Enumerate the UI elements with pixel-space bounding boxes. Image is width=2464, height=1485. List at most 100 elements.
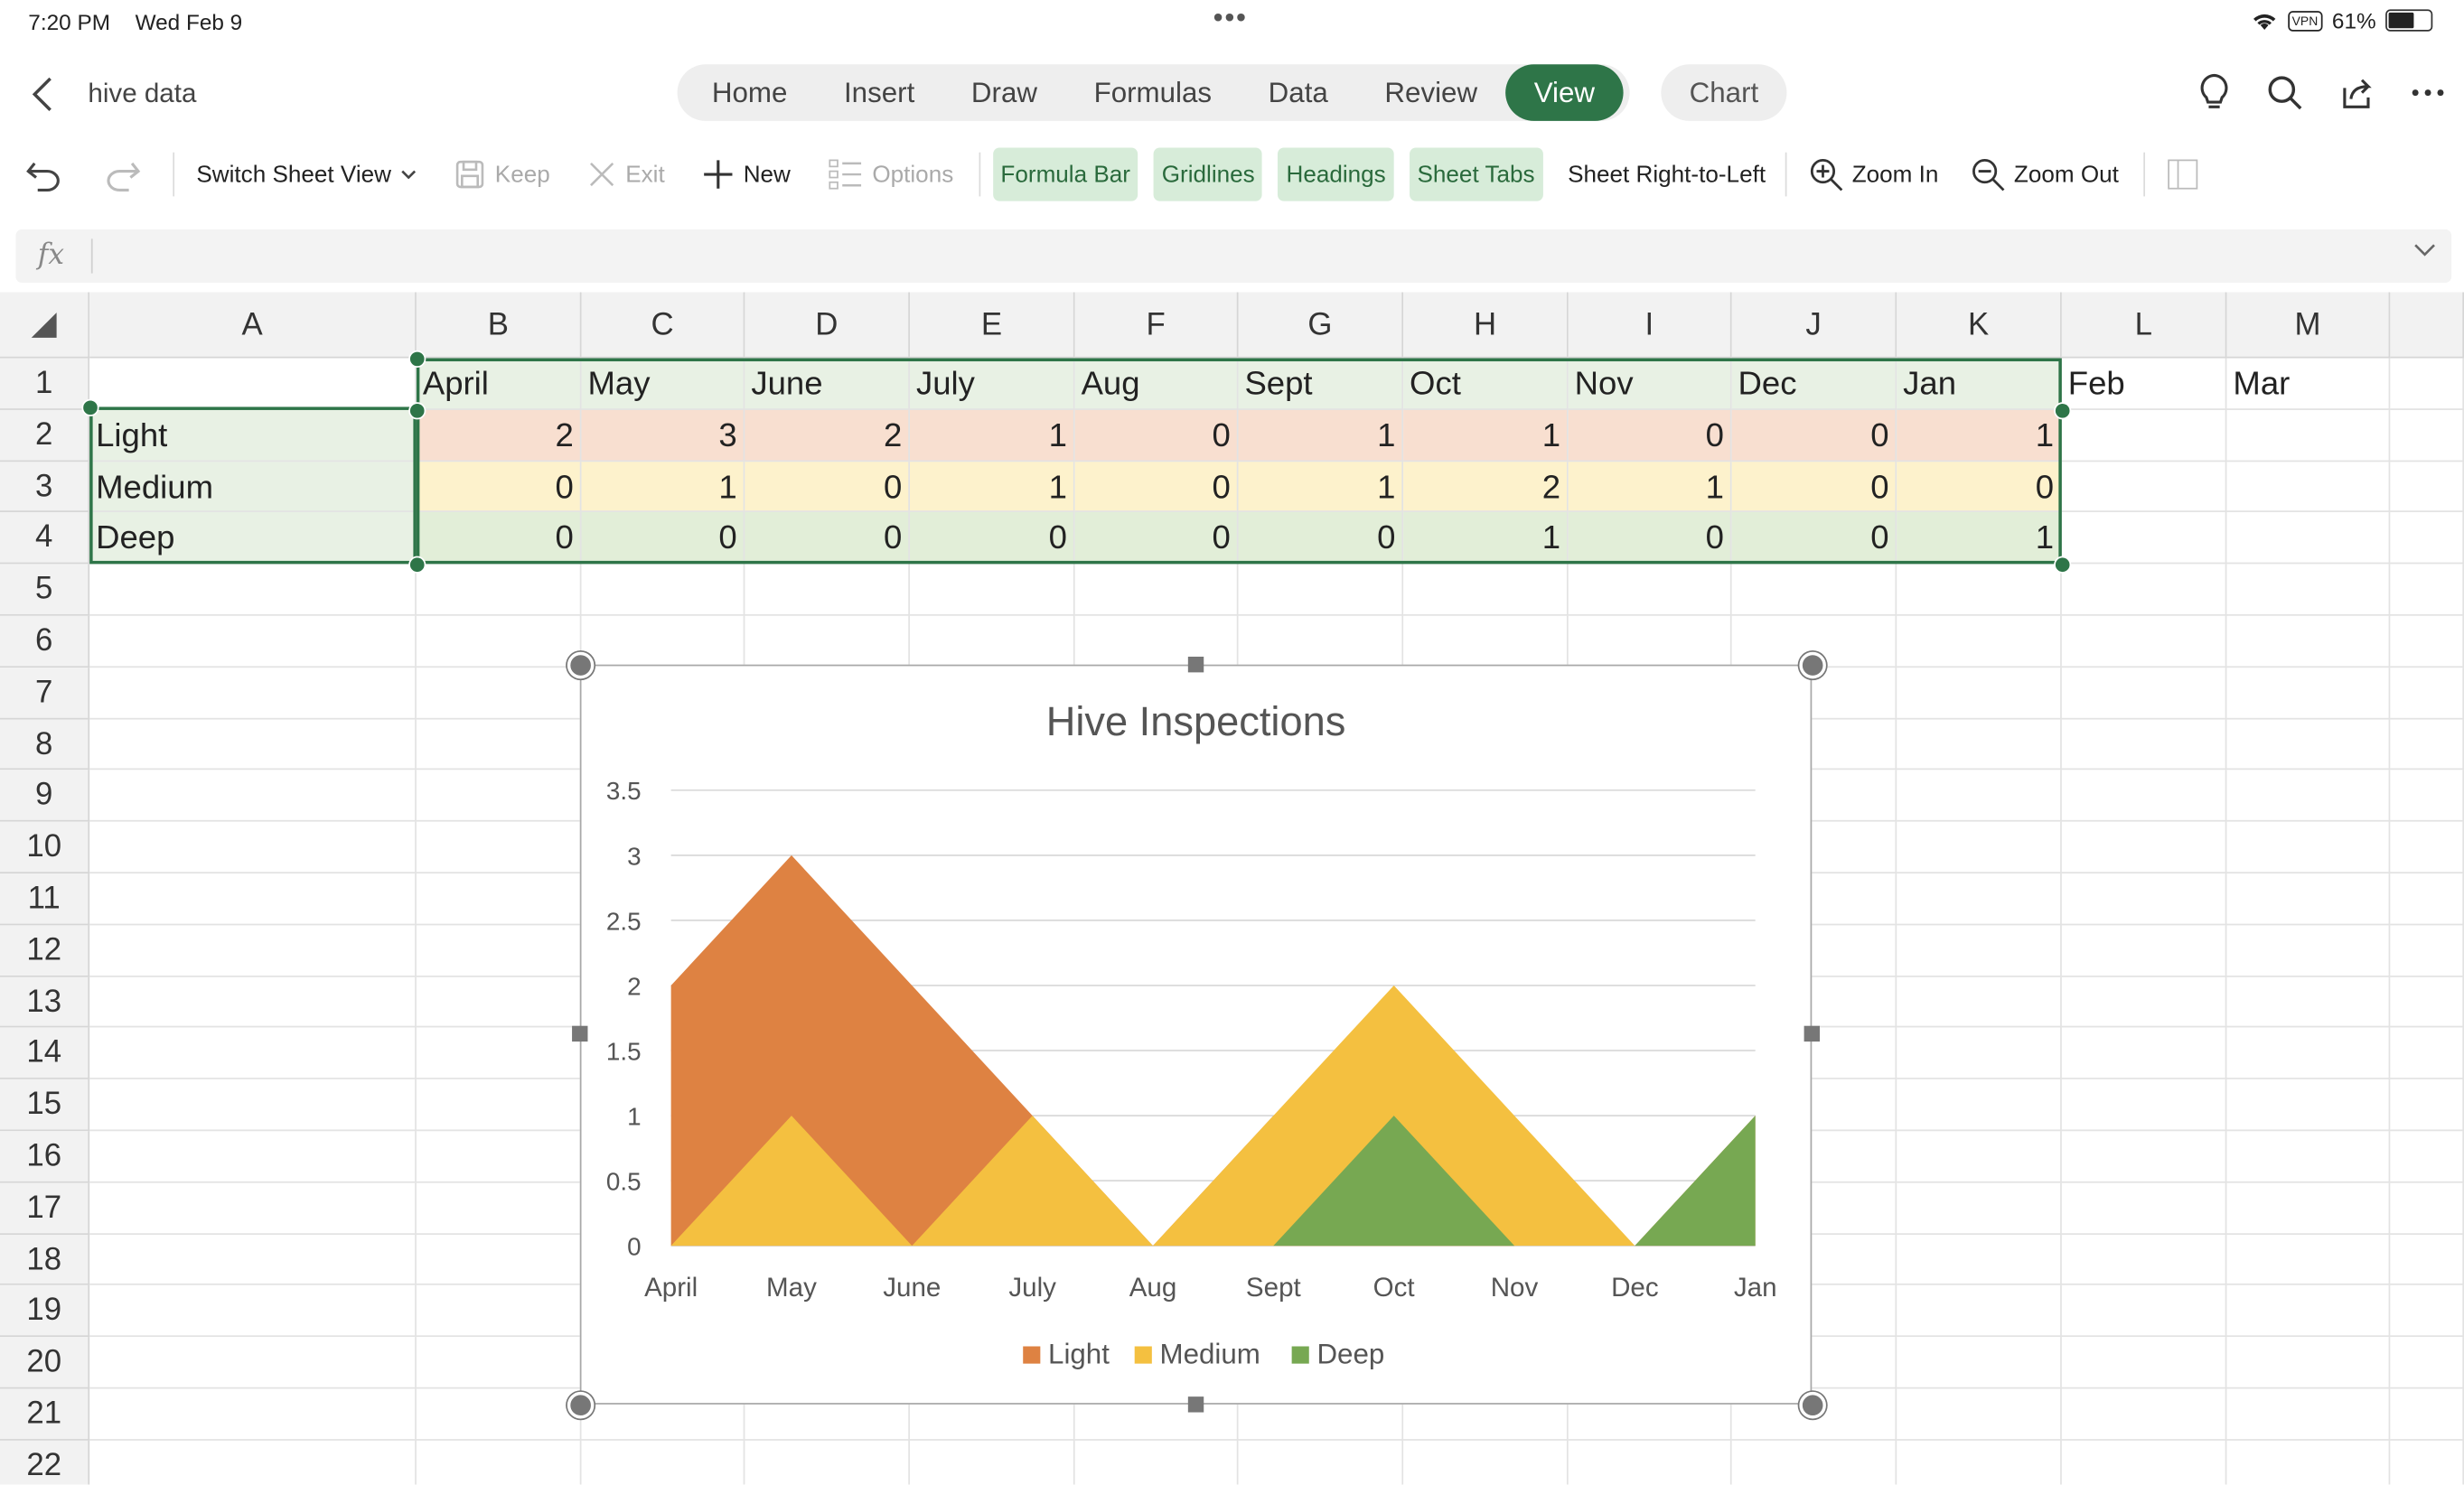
cell[interactable] [89, 615, 417, 668]
row-header[interactable]: 14 [0, 1028, 90, 1080]
cell[interactable] [2390, 1079, 2464, 1132]
cell[interactable] [416, 770, 582, 822]
new-button[interactable]: New [693, 147, 800, 201]
column-header[interactable]: M [2226, 292, 2391, 359]
cell[interactable] [2226, 770, 2391, 822]
row-header[interactable]: 6 [0, 615, 90, 668]
tab-chart[interactable]: Chart [1661, 64, 1787, 121]
cell[interactable] [1731, 821, 1897, 873]
series-area-deep[interactable] [670, 1116, 1756, 1247]
cell[interactable] [1897, 1388, 2062, 1441]
cell[interactable] [2226, 1388, 2391, 1441]
cell[interactable] [1074, 1388, 1239, 1441]
keep-button[interactable]: Keep [445, 147, 559, 201]
cell[interactable] [2390, 564, 2464, 616]
cell[interactable] [1897, 1440, 2062, 1485]
cell[interactable] [1897, 873, 2062, 926]
header-cell[interactable]: Nov [1568, 358, 1732, 410]
column-header[interactable]: B [416, 292, 582, 359]
header-cell[interactable]: Feb [2061, 358, 2227, 410]
cell[interactable] [1403, 1388, 1569, 1441]
cell[interactable] [1731, 1285, 1897, 1338]
cell[interactable] [1074, 564, 1239, 616]
value-cell[interactable]: 1 [1238, 409, 1404, 462]
cell[interactable] [1074, 615, 1239, 668]
cell[interactable] [89, 718, 417, 771]
cell[interactable] [2061, 1285, 2227, 1338]
row-header[interactable]: 7 [0, 667, 90, 719]
search-icon[interactable] [2266, 74, 2304, 112]
options-button[interactable]: Options [819, 147, 962, 201]
row-header[interactable]: 15 [0, 1079, 90, 1132]
cell[interactable] [2390, 409, 2464, 462]
row-header[interactable]: 4 [0, 512, 90, 565]
selection-handle[interactable] [408, 350, 426, 368]
cell[interactable] [1732, 1440, 1897, 1485]
column-header[interactable]: K [1897, 292, 2062, 359]
value-cell[interactable]: 1 [909, 461, 1075, 513]
cell[interactable] [581, 564, 745, 616]
cell[interactable] [2226, 1028, 2391, 1080]
value-cell[interactable]: 0 [1238, 512, 1404, 565]
cell[interactable] [1403, 564, 1569, 616]
gridlines-toggle[interactable]: Gridlines [1154, 147, 1263, 201]
cell[interactable] [745, 1440, 910, 1485]
selection-handle[interactable] [408, 556, 426, 574]
cell[interactable] [1238, 1440, 1404, 1485]
cell[interactable] [416, 925, 582, 977]
cell[interactable] [2390, 976, 2464, 1029]
formula-bar[interactable]: fx [15, 229, 2452, 284]
cell[interactable] [2226, 718, 2391, 771]
value-cell[interactable]: 0 [581, 512, 745, 565]
cell[interactable] [2226, 1234, 2391, 1286]
value-cell[interactable]: 2 [416, 409, 582, 462]
chart-resize-handle[interactable] [572, 1025, 588, 1042]
row-header[interactable]: 16 [0, 1131, 90, 1183]
row-header[interactable]: 3 [0, 461, 90, 513]
header-cell[interactable]: Aug [1074, 358, 1239, 410]
cell[interactable] [1731, 667, 1897, 719]
cell[interactable] [1731, 1028, 1897, 1080]
cell[interactable] [581, 1388, 745, 1441]
more-icon[interactable] [2411, 88, 2445, 97]
zoom-in-button[interactable]: Zoom In [1799, 147, 1948, 201]
cell[interactable] [416, 667, 582, 719]
cell[interactable] [1568, 1388, 1732, 1441]
value-cell[interactable]: 0 [745, 461, 910, 513]
cell[interactable] [2226, 667, 2391, 719]
cell[interactable] [89, 873, 417, 926]
header-cell[interactable]: May [581, 358, 745, 410]
column-header[interactable]: L [2061, 292, 2227, 359]
exit-button[interactable]: Exit [578, 147, 674, 201]
series-area-medium[interactable] [670, 985, 1756, 1247]
value-cell[interactable]: 1 [909, 409, 1075, 462]
cell[interactable] [89, 1388, 417, 1441]
header-cell[interactable] [89, 358, 417, 410]
tab-home[interactable]: Home [711, 77, 788, 109]
chart-resize-handle[interactable] [567, 1391, 595, 1419]
cell[interactable] [416, 1028, 582, 1080]
cell[interactable] [2061, 512, 2227, 565]
sheet-tabs-toggle[interactable]: Sheet Tabs [1409, 147, 1543, 201]
cell[interactable] [2226, 461, 2391, 513]
cell[interactable] [2390, 1234, 2464, 1286]
cell[interactable] [2061, 770, 2227, 822]
tab-formulas[interactable]: Formulas [1093, 77, 1213, 109]
cell[interactable] [2390, 1131, 2464, 1183]
cell[interactable] [416, 1131, 582, 1183]
cell[interactable] [416, 1337, 582, 1389]
cell[interactable] [2061, 925, 2227, 977]
value-cell[interactable]: 0 [1897, 461, 2062, 513]
cell[interactable] [2390, 925, 2464, 977]
cell[interactable] [1897, 564, 2062, 616]
row-header[interactable]: 18 [0, 1234, 90, 1286]
cell[interactable] [1897, 667, 2062, 719]
header-cell[interactable]: Jan [1897, 358, 2062, 410]
cell[interactable] [2226, 409, 2391, 462]
redo-button[interactable] [94, 147, 151, 201]
cell[interactable] [2390, 512, 2464, 565]
share-icon[interactable] [2338, 74, 2376, 112]
cell[interactable] [2390, 1388, 2464, 1441]
cell[interactable] [2390, 873, 2464, 926]
cell[interactable] [1568, 564, 1732, 616]
